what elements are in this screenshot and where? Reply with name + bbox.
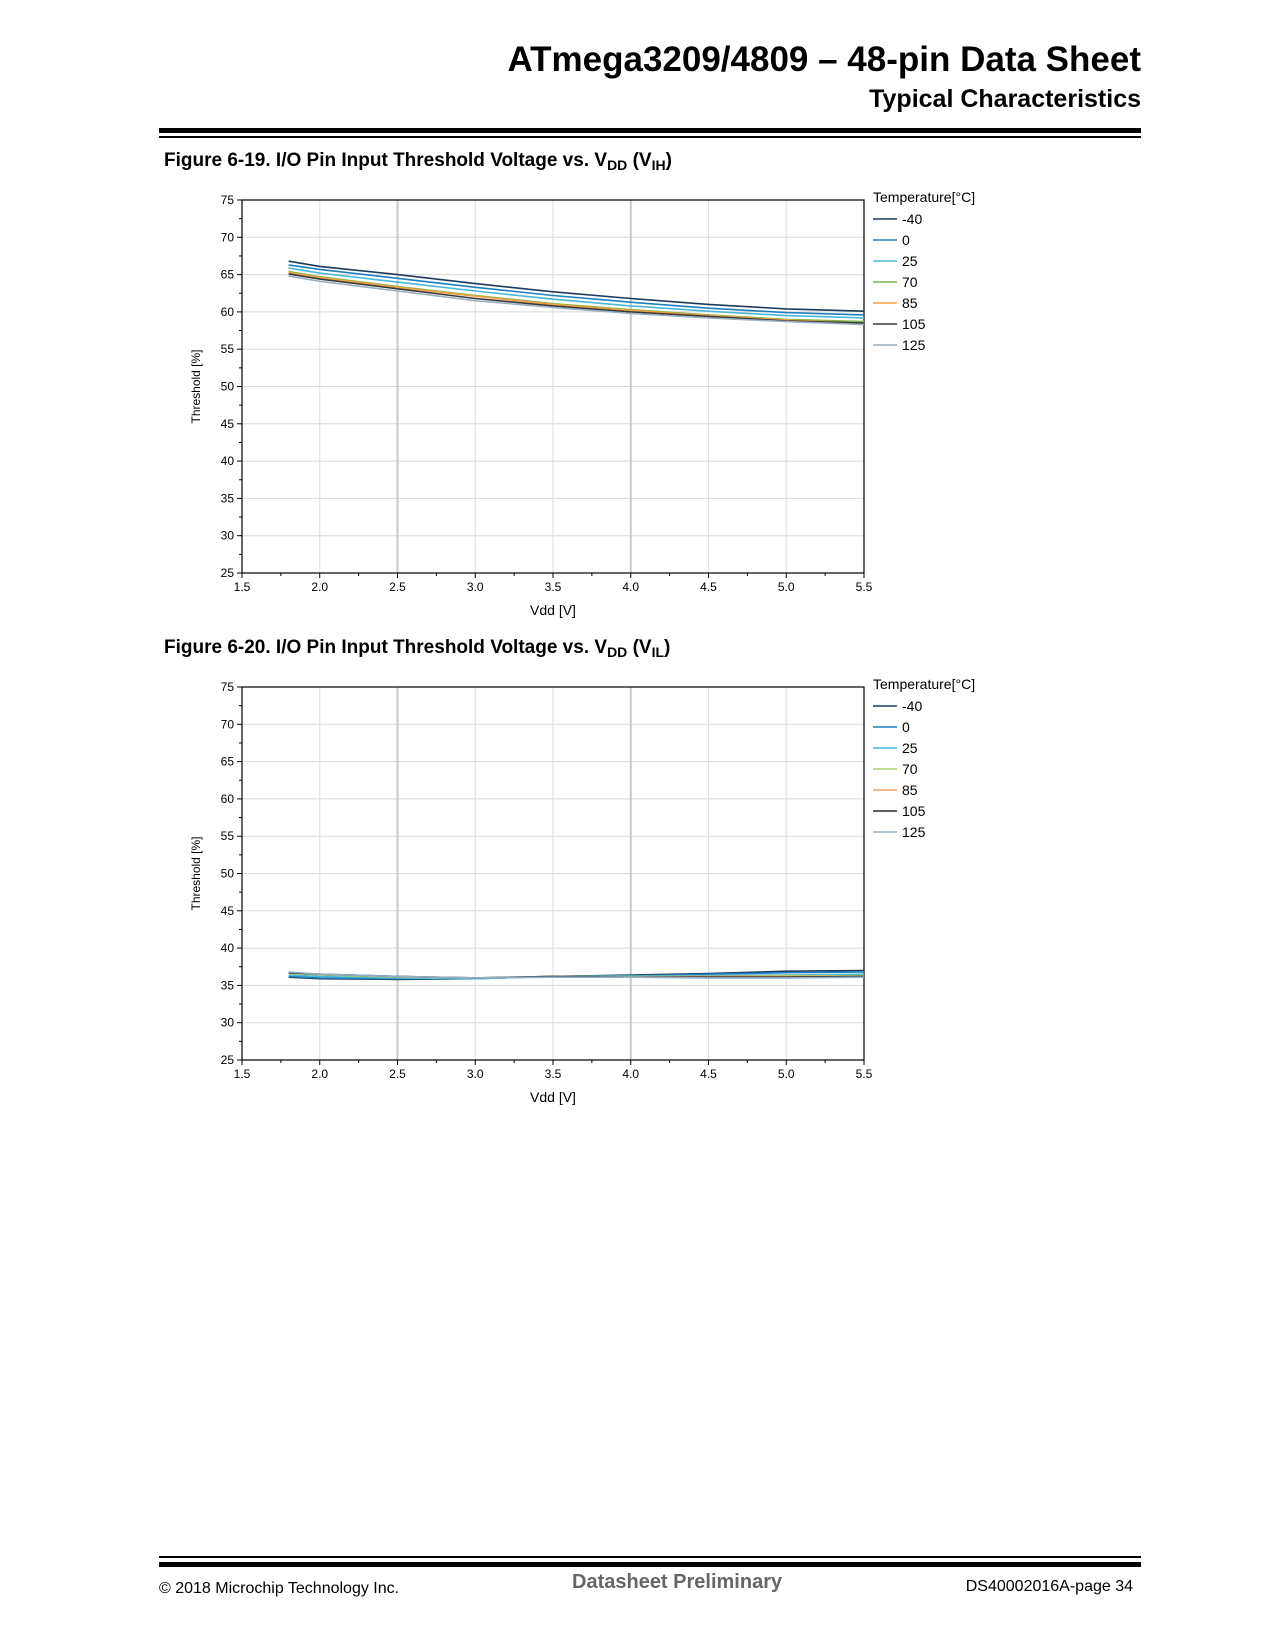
- series-line--40: [288, 260, 865, 312]
- legend-label-70: 70: [902, 761, 918, 777]
- x-tick-label: 2.5: [389, 580, 406, 594]
- y-tick-label: 65: [221, 755, 235, 769]
- y-tick-label: 35: [221, 491, 235, 505]
- x-tick-label: 2.0: [311, 580, 328, 594]
- footer-copyright: © 2018 Microchip Technology Inc.: [159, 1580, 400, 1597]
- legend-label-85: 85: [902, 782, 918, 798]
- y-axis-label: Threshold [%]: [189, 836, 203, 910]
- y-tick-label: 40: [221, 454, 235, 468]
- y-tick-label: 25: [221, 566, 235, 580]
- y-tick-label: 45: [221, 417, 235, 431]
- y-tick-label: 50: [221, 867, 235, 881]
- legend-label-125: 125: [902, 337, 926, 353]
- legend-label-125: 125: [902, 824, 926, 840]
- legend-label-85: 85: [902, 295, 918, 311]
- header-rule-thick: [159, 128, 1141, 133]
- y-tick-label: 70: [221, 717, 235, 731]
- section-title: Typical Characteristics: [869, 85, 1141, 113]
- y-tick-label: 30: [221, 529, 235, 543]
- x-tick-label: 3.5: [545, 1067, 562, 1081]
- legend-label-105: 105: [902, 316, 926, 332]
- document-title: ATmega3209/4809 – 48-pin Data Sheet: [507, 40, 1141, 79]
- y-tick-label: 60: [221, 792, 235, 806]
- y-tick-label: 65: [221, 268, 235, 282]
- legend-label--40: -40: [902, 698, 922, 714]
- x-tick-label: 3.0: [467, 1067, 484, 1081]
- x-tick-label: 4.5: [700, 580, 717, 594]
- legend-label-25: 25: [902, 740, 918, 756]
- legend-label-0: 0: [902, 719, 910, 735]
- x-axis-label: Vdd [V]: [530, 602, 576, 618]
- x-tick-label: 5.5: [856, 580, 873, 594]
- x-tick-label: 3.5: [545, 580, 562, 594]
- x-tick-label: 2.0: [311, 1067, 328, 1081]
- x-tick-label: 4.0: [622, 580, 639, 594]
- x-tick-label: 5.5: [856, 1067, 873, 1081]
- y-tick-label: 25: [221, 1053, 235, 1067]
- y-tick-label: 70: [221, 230, 235, 244]
- footer-rule-thick: [159, 1562, 1141, 1567]
- x-tick-label: 2.5: [389, 1067, 406, 1081]
- x-tick-label: 5.0: [778, 580, 795, 594]
- legend-title: Temperature[°C]: [873, 676, 975, 692]
- figure-6-19-caption: Figure 6-19. I/O Pin Input Threshold Vol…: [164, 150, 672, 173]
- y-tick-label: 50: [221, 380, 235, 394]
- x-tick-label: 3.0: [467, 580, 484, 594]
- y-tick-label: 75: [221, 680, 235, 694]
- x-tick-label: 4.5: [700, 1067, 717, 1081]
- figure-6-20-chart: 25 30 35 40 45 50 55 60 65 70 75 1.5 2.0 2.5 3.0 3.5 4.0…: [189, 676, 975, 1105]
- x-axis-label: Vdd [V]: [530, 1089, 576, 1105]
- series-line-105: [288, 273, 865, 324]
- y-axis-label: Threshold [%]: [189, 349, 203, 423]
- figure-6-20-caption: Figure 6-20. I/O Pin Input Threshold Vol…: [164, 637, 671, 660]
- legend-label-25: 25: [902, 253, 918, 269]
- legend-label-105: 105: [902, 803, 926, 819]
- y-tick-label: 45: [221, 904, 235, 918]
- x-tick-label: 5.0: [778, 1067, 795, 1081]
- y-tick-label: 40: [221, 941, 235, 955]
- footer-page-number: DS40002016A-page 34: [965, 1578, 1133, 1595]
- x-tick-label: 1.5: [234, 1067, 251, 1081]
- y-tick-label: 55: [221, 829, 235, 843]
- header-rule-thin: [159, 136, 1141, 138]
- series-line-0: [288, 264, 865, 316]
- series-line-125: [288, 275, 865, 326]
- footer-status: Datasheet Preliminary: [572, 1571, 783, 1593]
- legend-label-70: 70: [902, 274, 918, 290]
- y-tick-label: 35: [221, 978, 235, 992]
- x-tick-label: 4.0: [622, 1067, 639, 1081]
- footer-rule-thin: [159, 1556, 1141, 1558]
- legend-label--40: -40: [902, 211, 922, 227]
- y-tick-label: 55: [221, 342, 235, 356]
- y-tick-label: 75: [221, 193, 235, 207]
- y-tick-label: 30: [221, 1016, 235, 1030]
- x-tick-label: 1.5: [234, 580, 251, 594]
- y-tick-label: 60: [221, 305, 235, 319]
- legend-title: Temperature[°C]: [873, 189, 975, 205]
- legend-label-0: 0: [902, 232, 910, 248]
- series-line-25: [288, 267, 865, 319]
- series-line-125: [288, 971, 865, 979]
- figure-6-19-chart: 25 30 35 40 45 50 55 60 65 70 75 1.5 2.0 2.5 3.0 3.5 4.0…: [189, 189, 975, 618]
